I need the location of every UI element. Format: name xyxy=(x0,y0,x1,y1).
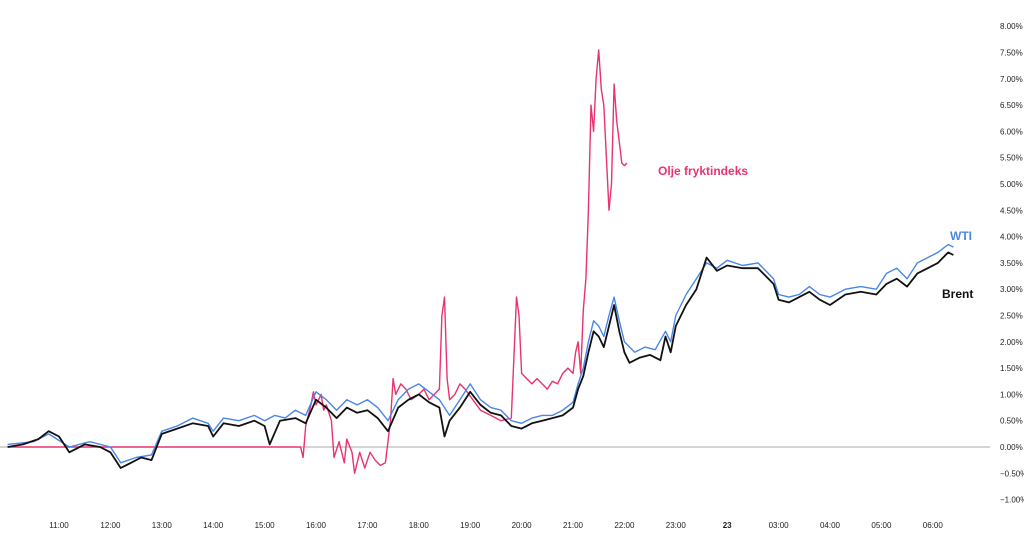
y-tick-label: 3.50% xyxy=(1000,259,1023,268)
x-tick-label: 13:00 xyxy=(152,521,173,530)
y-tick-label: −1.00% xyxy=(1000,496,1024,505)
y-tick-label: 2.00% xyxy=(1000,338,1023,347)
y-tick-label: 5.00% xyxy=(1000,180,1023,189)
y-tick-label: 3.00% xyxy=(1000,285,1023,294)
x-tick-label: 21:00 xyxy=(563,521,584,530)
x-tick-label: 06:00 xyxy=(923,521,944,530)
series-layer xyxy=(7,49,954,474)
x-tick-label: 15:00 xyxy=(255,521,276,530)
fear-index-label: Olje fryktindeks xyxy=(658,164,748,178)
y-tick-label: 8.00% xyxy=(1000,22,1023,31)
y-tick-label: 4.00% xyxy=(1000,233,1023,242)
series-line-olje-fryktindeks xyxy=(7,49,628,474)
series-line-brent xyxy=(7,251,954,469)
y-tick-label: 5.50% xyxy=(1000,154,1023,163)
y-tick-label: 1.50% xyxy=(1000,364,1023,373)
series-line-wti xyxy=(7,243,954,464)
x-tick-label: 20:00 xyxy=(512,521,533,530)
x-tick-label: 22:00 xyxy=(614,521,635,530)
x-tick-label: 16:00 xyxy=(306,521,327,530)
x-tick-label: 14:00 xyxy=(203,521,224,530)
wti-label: WTI xyxy=(950,229,972,243)
y-tick-label: 6.50% xyxy=(1000,101,1023,110)
y-tick-label: 4.50% xyxy=(1000,206,1023,215)
y-tick-label: 7.00% xyxy=(1000,75,1023,84)
x-tick-label: 23:00 xyxy=(666,521,687,530)
x-tick-label: 04:00 xyxy=(820,521,841,530)
y-tick-label: 1.00% xyxy=(1000,390,1023,399)
x-tick-label: 12:00 xyxy=(100,521,121,530)
y-tick-label: 6.00% xyxy=(1000,127,1023,136)
x-axis-ticks: 11:00 12:00 13:00 14:00 15:00 16:00 17:00 18:00… xyxy=(49,521,943,530)
x-tick-label: 17:00 xyxy=(357,521,378,530)
y-axis-ticks: 8.00% 7.50% 7.00% 6.50% 6.00% 5.50% 5.00% 4.50%… xyxy=(1000,22,1024,504)
y-tick-label: 7.50% xyxy=(1000,49,1023,58)
y-tick-label: 2.50% xyxy=(1000,312,1023,321)
x-tick-label: 23 xyxy=(723,521,732,530)
x-tick-label: 11:00 xyxy=(49,521,69,530)
x-tick-label: 18:00 xyxy=(409,521,430,530)
y-tick-label: 0.00% xyxy=(1000,443,1023,452)
x-tick-label: 19:00 xyxy=(460,521,481,530)
y-tick-label: 0.50% xyxy=(1000,417,1023,426)
brent-label: Brent xyxy=(942,287,973,301)
x-tick-label: 05:00 xyxy=(871,521,892,530)
y-tick-label: −0.50% xyxy=(1000,469,1024,478)
x-tick-label: 03:00 xyxy=(769,521,790,530)
